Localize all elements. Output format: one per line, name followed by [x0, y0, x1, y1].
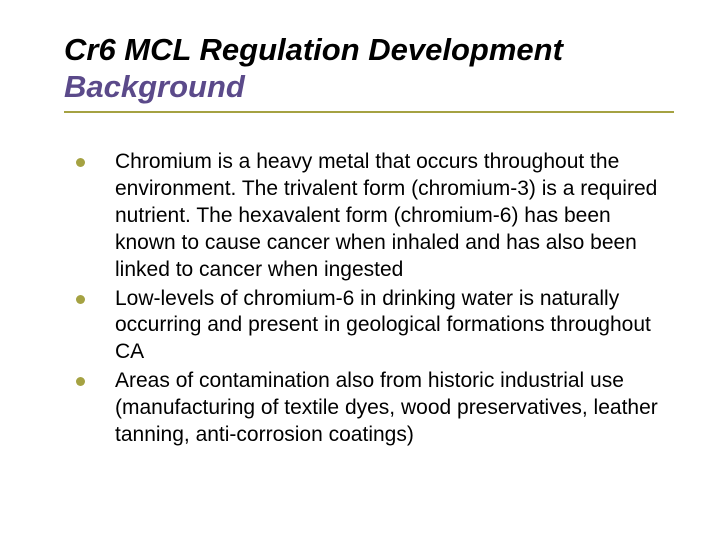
slide-container: Cr6 MCL Regulation Development Backgroun… [0, 0, 720, 540]
list-item: Low-levels of chromium-6 in drinking wat… [76, 286, 668, 367]
bullet-text: Low-levels of chromium-6 in drinking wat… [115, 286, 668, 367]
list-item: Areas of contamination also from histori… [76, 368, 668, 449]
title-block: Cr6 MCL Regulation Development Backgroun… [64, 32, 674, 113]
slide-body: Chromium is a heavy metal that occurs th… [76, 149, 668, 449]
bullet-icon [76, 377, 85, 386]
bullet-text: Chromium is a heavy metal that occurs th… [115, 149, 668, 283]
bullet-text: Areas of contamination also from histori… [115, 368, 668, 449]
slide-title-line1: Cr6 MCL Regulation Development [64, 32, 674, 69]
bullet-icon [76, 158, 85, 167]
list-item: Chromium is a heavy metal that occurs th… [76, 149, 668, 283]
slide-title-line2: Background [64, 69, 674, 106]
bullet-icon [76, 295, 85, 304]
